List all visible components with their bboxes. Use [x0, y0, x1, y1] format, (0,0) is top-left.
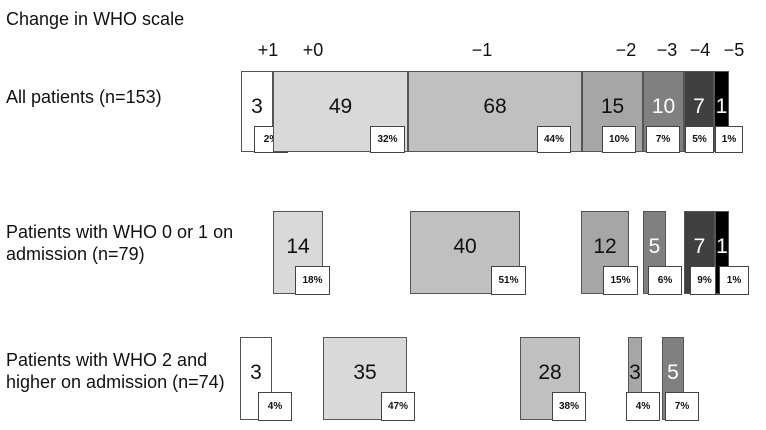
percent-label: 15% — [603, 266, 638, 295]
value-label: 5 — [667, 360, 679, 384]
value-label: 68 — [483, 94, 507, 118]
value-label: 15 — [600, 94, 625, 118]
percent-label: 10% — [602, 126, 636, 153]
value-label: 5 — [648, 234, 661, 258]
value-label: 10 — [651, 94, 676, 118]
category-label: −4 — [689, 40, 711, 60]
value-label: 3 — [629, 360, 641, 384]
value-label: 14 — [286, 234, 310, 258]
value-label: 1 — [716, 234, 728, 258]
category-label: −1 — [471, 40, 493, 60]
percent-label: 32% — [370, 126, 405, 153]
percent-label: 5% — [685, 126, 714, 153]
percent-label: 1% — [715, 126, 743, 153]
row-label-all: All patients (n=153) — [6, 87, 162, 107]
value-label: 7 — [693, 234, 706, 258]
value-label: 49 — [328, 94, 353, 118]
category-label: −2 — [615, 40, 637, 60]
percent-label: 7% — [646, 126, 680, 153]
row-label-who01: Patients with WHO 0 or 1 on admission (n… — [6, 222, 234, 264]
value-label: 3 — [251, 94, 263, 118]
value-label: 40 — [453, 234, 477, 258]
value-label: 1 — [715, 94, 728, 118]
percent-label: 38% — [552, 392, 586, 421]
value-label: 28 — [538, 360, 562, 384]
percent-label: 4% — [258, 392, 292, 421]
percent-label: 4% — [626, 392, 660, 421]
category-label: +0 — [302, 40, 324, 60]
percent-label: 7% — [665, 392, 699, 421]
percent-label: 51% — [491, 266, 526, 295]
value-label: 7 — [693, 94, 705, 118]
percent-label: 47% — [381, 392, 415, 421]
value-label: 3 — [250, 360, 262, 384]
percent-label: 18% — [295, 266, 330, 295]
category-label: +1 — [257, 40, 279, 60]
percent-label: 44% — [537, 126, 571, 153]
row-label-who2: Patients with WHO 2 and higher on admiss… — [6, 350, 225, 392]
axis-title: Change in WHO scale — [6, 9, 185, 29]
percent-label: 6% — [648, 266, 682, 295]
percent-label: 1% — [719, 266, 749, 295]
category-label: −3 — [656, 40, 678, 60]
value-label: 35 — [353, 360, 377, 384]
category-label: −5 — [723, 40, 745, 60]
value-label: 12 — [593, 234, 617, 258]
